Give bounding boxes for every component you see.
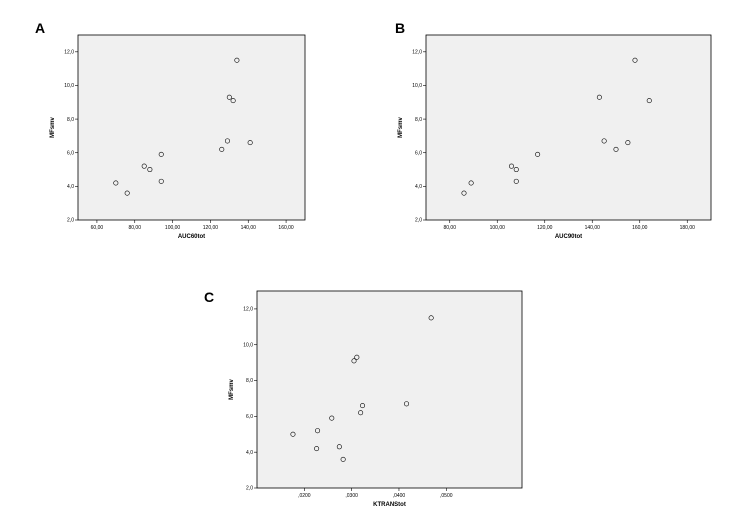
panel-b-data-point [601,138,607,144]
panel-c-data-point [290,431,296,437]
panel-c-x-tick-label: ,0300 [345,493,358,499]
panel-a-y-tick-label: 4,0 [67,184,74,190]
panel-b-letter: B [395,20,405,36]
panel-a-y-tick-label: 6,0 [67,150,74,156]
panel-a-data-point [226,94,232,100]
panel-a-data-point [141,163,147,169]
panel-b-data-point [508,163,514,169]
panel-c: C 2,0 4,0 6,0 8,0 10,0 12,0 ,0200 ,0300 ,0400 ,050… [204,289,523,508]
panel-b-plot-area [425,34,712,221]
panel-a-data-point [158,178,164,184]
panel-b-x-axis-title: AUC90tot [555,234,582,240]
panel-a-data-point [124,190,130,196]
panel-b-data-point [625,140,631,146]
panel-c-x-tick-label: ,0400 [393,493,406,499]
panel-c-y-tick-label: 4,0 [246,450,253,456]
panel-a-y-tick-label: 12,0 [64,50,74,56]
panel-b-x-tick-label: 100,00 [490,225,506,231]
panel-b-y-tick-label: 6,0 [415,150,422,156]
panel-b-x-tick-label: 120,00 [537,225,553,231]
panel-a-y-tick-label: 10,0 [64,83,74,89]
panel-c-data-point [428,315,434,321]
panel-a-data-point [224,138,230,144]
panel-c-y-tick-label: 10,0 [243,342,253,348]
panel-a-plot-area [77,34,306,221]
panel-b-x-tick-label: 180,00 [680,225,696,231]
panel-c-data-point [315,428,321,434]
panel-c-y-axis-title: MFsmv [229,379,235,400]
panel-c-data-point [340,456,346,462]
panel-b-y-tick-label: 8,0 [415,117,422,123]
panel-a-x-tick-label: 140,00 [241,225,257,231]
panel-a-data-point [234,57,240,63]
panel-a-y-tick-label: 2,0 [67,218,74,224]
panel-c-plot-area [256,290,523,489]
panel-c-x-axis-title: KTRANStot [373,502,406,508]
panel-c-data-point [404,401,410,407]
panel-b-data-point [513,178,519,184]
panel-a-data-point [147,167,153,173]
panel-b-y-tick-label: 12,0 [412,50,422,56]
panel-b-data-point [513,167,519,173]
panel-c-y-tick-label: 12,0 [243,307,253,313]
panel-b-data-point [613,146,619,152]
panel-b-data-point [646,98,652,104]
panel-c-data-point [329,415,335,421]
panel-a-y-axis-title: MFsmv [50,117,56,138]
panel-b: B 2,0 4,0 6,0 8,0 10,0 12,0 80,00 100,00 120,00 14… [395,20,712,240]
panel-a-x-tick-label: 80,00 [128,225,141,231]
panel-a-data-point [113,180,119,186]
panel-c-data-point [351,358,357,364]
panel-c-x-tick-label: ,0200 [298,493,311,499]
panel-a-x-tick-label: 100,00 [165,225,181,231]
panel-a-x-axis-title: AUC60tot [178,234,205,240]
panel-a-y-tick-label: 8,0 [67,117,74,123]
panel-a-x-tick-label: 160,00 [278,225,294,231]
panel-a-data-point [230,98,236,104]
panel-c-y-tick-label: 8,0 [246,378,253,384]
panel-c-data-point [358,410,364,416]
panel-b-data-point [468,180,474,186]
panel-c-y-tick-label: 2,0 [246,486,253,492]
panel-c-x-tick-label: ,0500 [440,493,453,499]
panel-b-x-tick-label: 160,00 [632,225,648,231]
panel-a-x-tick-label: 60,00 [91,225,104,231]
panel-a-x-tick-label: 120,00 [203,225,219,231]
panel-b-y-axis-title: MFsmv [398,117,404,138]
panel-b-y-tick-label: 10,0 [412,83,422,89]
panel-b-x-tick-label: 140,00 [585,225,601,231]
panel-a-data-point [158,151,164,157]
panel-c-y-tick-label: 6,0 [246,414,253,420]
panel-b-y-tick-label: 4,0 [415,184,422,190]
panel-a-letter: A [35,20,45,36]
panel-c-data-point [354,354,360,360]
panel-b-data-point [596,94,602,100]
panel-b-x-tick-label: 80,00 [443,225,456,231]
panel-b-y-tick-label: 2,0 [415,218,422,224]
panel-c-letter: C [204,289,214,305]
panel-a-data-point [247,140,253,146]
panel-b-data-point [461,190,467,196]
panel-c-data-point [314,446,320,452]
panel-b-data-point [535,151,541,157]
panel-c-data-point [360,403,366,409]
panel-b-data-point [632,57,638,63]
panel-c-data-point [336,444,342,450]
panel-a: A 2,0 4,0 6,0 8,0 10,0 12,0 60,00 80,00 100,00 120… [35,20,306,240]
panel-a-data-point [219,146,225,152]
